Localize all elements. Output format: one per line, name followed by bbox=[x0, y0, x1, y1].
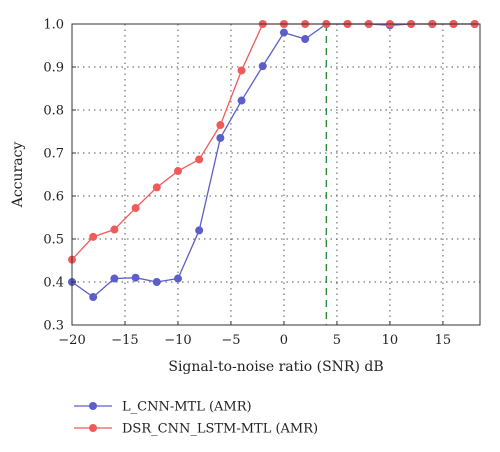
x-tick-label: 0 bbox=[280, 333, 288, 348]
x-tick-label: −5 bbox=[221, 333, 240, 348]
data-point-dsr-cnn-lstm bbox=[89, 232, 98, 241]
x-tick-label: −20 bbox=[58, 333, 85, 348]
legend-label-dsr-cnn-lstm: DSR_CNN_LSTM-MTL (AMR) bbox=[122, 422, 318, 437]
x-tick-labels: −20 −15 −10 −5 0 5 10 15 bbox=[58, 321, 451, 348]
series-line-l-cnn bbox=[71, 23, 475, 298]
data-point-dsr-cnn-lstm bbox=[173, 167, 182, 176]
y-tick-label: 1.0 bbox=[43, 18, 64, 33]
data-point-dsr-cnn-lstm bbox=[195, 155, 204, 164]
x-tick-label: 10 bbox=[382, 333, 399, 348]
data-point-dsr-cnn-lstm bbox=[216, 121, 225, 130]
series-layer bbox=[68, 20, 479, 302]
data-point-l-cnn bbox=[258, 62, 267, 71]
data-point-l-cnn bbox=[301, 35, 310, 44]
legend: L_CNN-MTL (AMR) DSR_CNN_LSTM-MTL (AMR) bbox=[74, 400, 318, 437]
y-tick-label: 0.9 bbox=[43, 61, 64, 76]
legend-entry-dsr-cnn-lstm: DSR_CNN_LSTM-MTL (AMR) bbox=[74, 422, 318, 437]
data-point-l-cnn bbox=[152, 278, 161, 286]
data-point-l-cnn bbox=[131, 273, 140, 282]
legend-marker-dsr-cnn-lstm bbox=[89, 424, 97, 432]
x-tick-label: −15 bbox=[111, 333, 138, 348]
data-point-l-cnn bbox=[110, 274, 119, 283]
y-tick-labels: 0.3 0.4 0.5 0.6 0.7 0.8 0.9 1.0 bbox=[43, 18, 76, 334]
data-point-l-cnn bbox=[216, 133, 225, 142]
legend-entry-l-cnn: L_CNN-MTL (AMR) bbox=[74, 400, 252, 415]
legend-label-l-cnn: L_CNN-MTL (AMR) bbox=[122, 400, 252, 415]
y-tick-label: 0.7 bbox=[43, 147, 64, 162]
series-line-dsr-cnn-lstm bbox=[71, 23, 475, 261]
plot-frame bbox=[71, 23, 481, 326]
y-axis-title: Accuracy bbox=[10, 142, 26, 209]
data-point-dsr-cnn-lstm bbox=[131, 204, 140, 213]
y-tick-label: 0.5 bbox=[43, 233, 64, 248]
grid-lines bbox=[72, 24, 480, 325]
y-tick-label: 0.8 bbox=[43, 104, 64, 119]
data-point-dsr-cnn-lstm bbox=[110, 225, 119, 234]
x-axis-title: Signal-to-noise ratio (SNR) dB bbox=[168, 359, 383, 375]
data-point-l-cnn bbox=[195, 226, 204, 235]
y-tick-label: 0.3 bbox=[43, 319, 64, 334]
x-tick-label: 15 bbox=[435, 333, 452, 348]
data-point-dsr-cnn-lstm bbox=[237, 66, 246, 75]
x-tick-label: 5 bbox=[333, 333, 341, 348]
data-point-l-cnn bbox=[237, 96, 246, 105]
data-point-l-cnn bbox=[89, 293, 98, 302]
y-tick-label: 0.4 bbox=[43, 276, 64, 291]
legend-marker-l-cnn bbox=[89, 402, 97, 410]
data-point-l-cnn bbox=[279, 28, 288, 37]
x-tick-label: −10 bbox=[164, 333, 191, 348]
y-tick-label: 0.6 bbox=[43, 190, 64, 205]
data-point-l-cnn bbox=[173, 274, 182, 283]
data-point-dsr-cnn-lstm bbox=[152, 183, 161, 192]
